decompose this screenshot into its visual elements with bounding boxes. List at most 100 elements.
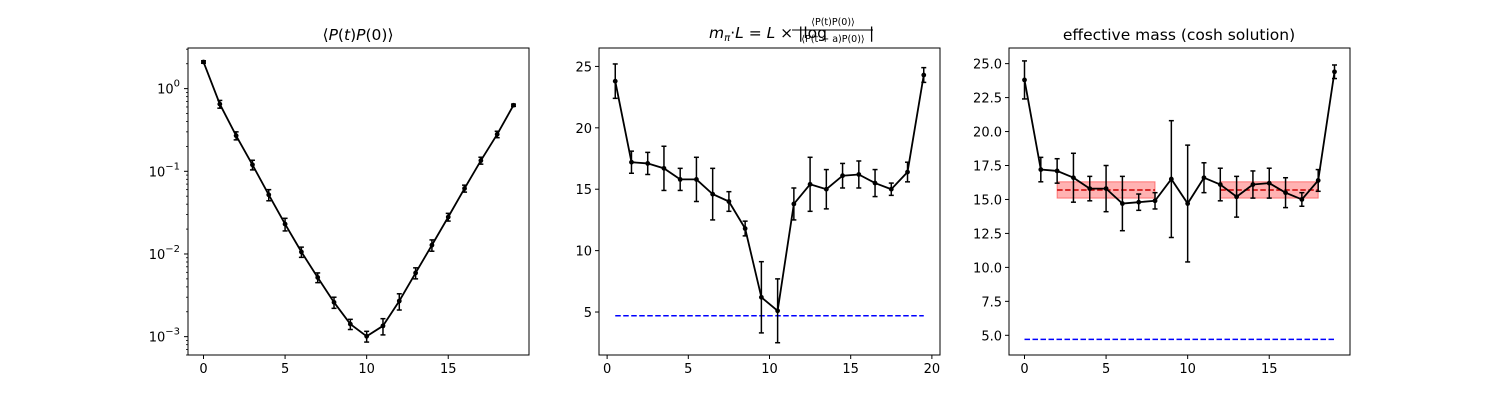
- data-point: [445, 214, 451, 220]
- data-point: [710, 191, 716, 197]
- fraction: ⟨P(t)P(0)⟩ ⟨P(t + a)P(0)⟩ |: [792, 17, 874, 45]
- axes-frame: [187, 47, 530, 356]
- data-point: [677, 176, 683, 182]
- y-tick-label: 25.0: [973, 58, 1002, 73]
- y-tick-label: 10−1: [149, 161, 180, 180]
- data-point: [201, 59, 206, 65]
- data-point: [494, 131, 500, 137]
- axes-frame: [1008, 47, 1351, 356]
- data-point: [921, 72, 927, 78]
- x-tick-label: 0: [199, 362, 207, 377]
- y-tick-label: 20.0: [973, 126, 1002, 141]
- data-point: [823, 186, 829, 192]
- x-tick-label: 5: [684, 362, 692, 377]
- y-tick-label: 7.5: [981, 295, 1002, 310]
- data-point: [233, 133, 239, 139]
- data-point: [1022, 77, 1027, 83]
- data-point: [1283, 190, 1288, 196]
- data-point: [331, 299, 337, 305]
- data-point: [478, 158, 484, 163]
- data-point: [1087, 186, 1093, 191]
- data-point: [694, 176, 699, 182]
- y-tick-label: 25: [575, 60, 592, 75]
- data-point: [1152, 198, 1158, 204]
- fraction-denominator: ⟨P(t + a)P(0)⟩: [801, 34, 864, 45]
- panel-title: ⟨P(t)P(0)⟩: [323, 26, 394, 44]
- data-point: [872, 180, 878, 186]
- y-tick-label: 20: [575, 122, 592, 137]
- data-point: [1038, 167, 1044, 172]
- data-point: [396, 298, 402, 304]
- plot-area: [612, 63, 927, 344]
- data-point: [250, 162, 255, 168]
- x-tick-label: 10: [1179, 362, 1196, 377]
- data-point: [840, 173, 845, 179]
- y-tick-label: 17.5: [973, 160, 1002, 175]
- data-point: [462, 186, 467, 191]
- data-point: [1315, 178, 1321, 183]
- data-point: [1266, 180, 1272, 186]
- series-line: [1023, 71, 1336, 206]
- data-point: [511, 102, 516, 108]
- plot-area: [1022, 60, 1337, 341]
- data-point: [1201, 175, 1207, 181]
- data-point: [1234, 194, 1240, 200]
- data-point: [758, 294, 764, 300]
- axes-frame: [598, 47, 941, 356]
- data-point: [1332, 69, 1337, 75]
- panel-title: mπ·L = L × |log: [709, 24, 827, 44]
- data-point: [1103, 186, 1109, 191]
- data-point: [1185, 201, 1191, 206]
- data-point: [726, 199, 732, 204]
- x-tick-label: 10: [358, 362, 375, 377]
- data-point: [661, 165, 667, 171]
- y-tick-label: 15: [575, 183, 592, 198]
- x-tick-label: 5: [281, 362, 289, 377]
- y-tick-label: 10: [575, 245, 592, 260]
- data-point: [856, 172, 862, 177]
- y-tick-label: 100: [157, 79, 180, 98]
- x-tick-label: 10: [761, 362, 778, 377]
- fraction-numerator: ⟨P(t)P(0)⟩: [811, 17, 854, 28]
- x-tick-label: 0: [1020, 362, 1028, 377]
- data-point: [429, 242, 435, 248]
- y-tick-label: 15.0: [973, 193, 1002, 208]
- effective-mass-panel: effective mass (cosh solution) 0 5 10 15 5.0…: [973, 26, 1351, 377]
- y-tick-label: 5.0: [981, 329, 1002, 344]
- data-point: [1217, 182, 1223, 187]
- x-tick-label: 15: [1261, 362, 1278, 377]
- data-point: [742, 226, 748, 231]
- y-tick-label: 22.5: [973, 92, 1002, 107]
- data-point: [217, 101, 223, 107]
- correlator-panel: ⟨P(t)P(0)⟩ 0 5 10 15 100 10−1 10−2 10−3: [149, 26, 530, 377]
- data-point: [1136, 199, 1142, 205]
- data-point: [1250, 182, 1256, 187]
- plot-area: [201, 59, 516, 343]
- panel-title: effective mass (cosh solution): [1063, 26, 1295, 44]
- data-point: [1054, 168, 1060, 174]
- data-point: [380, 323, 386, 329]
- data-point: [807, 181, 813, 187]
- x-tick-label: 15: [440, 362, 457, 377]
- fraction-close: |: [869, 24, 874, 42]
- data-point: [282, 221, 288, 227]
- y-tick-label: 12.5: [973, 227, 1002, 242]
- data-point: [266, 192, 272, 198]
- mass-log-panel: mπ·L = L × |log ⟨P(t)P(0)⟩ ⟨P(t + a)P(0)…: [575, 17, 941, 377]
- y-tick-label: 5: [584, 306, 592, 321]
- y-tick-label: 10−2: [149, 244, 180, 263]
- data-point: [1299, 197, 1305, 202]
- data-point: [645, 161, 651, 166]
- data-point: [1071, 175, 1076, 181]
- data-point: [791, 201, 797, 207]
- data-point: [629, 159, 634, 165]
- data-point: [888, 186, 894, 192]
- x-tick-label: 0: [603, 362, 611, 377]
- data-point: [1168, 176, 1174, 182]
- data-point: [905, 169, 910, 175]
- data-point: [612, 78, 618, 84]
- x-tick-label: 15: [842, 362, 859, 377]
- y-tick-label: 10.0: [973, 261, 1002, 276]
- data-point: [364, 333, 370, 339]
